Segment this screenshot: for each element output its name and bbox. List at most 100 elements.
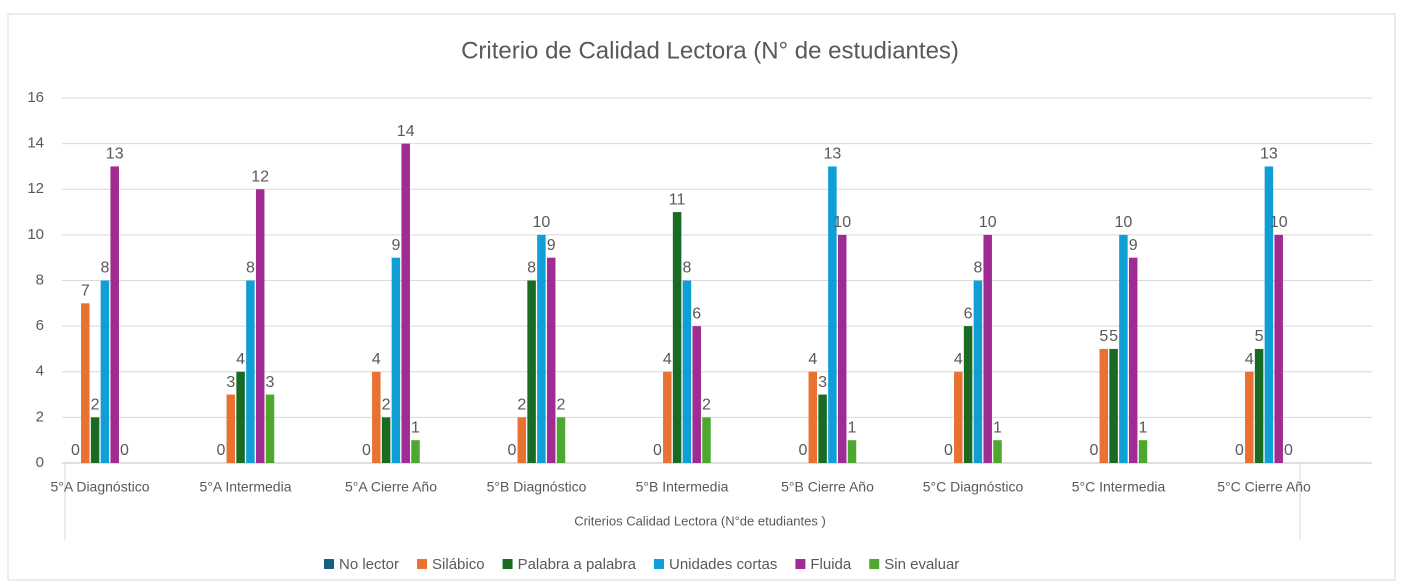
- bar: [265, 394, 275, 463]
- bar: [847, 440, 857, 463]
- y-tick-label: 12: [27, 180, 44, 197]
- data-label: 9: [1129, 237, 1138, 254]
- bar: [828, 166, 837, 463]
- data-label: 0: [508, 442, 517, 459]
- data-label: 2: [702, 397, 711, 414]
- bar: [983, 234, 992, 463]
- x-tick-label: 5°A Intermedia: [200, 479, 292, 495]
- data-label: 3: [266, 374, 275, 391]
- data-label: 0: [1284, 442, 1293, 459]
- bar: [100, 280, 110, 463]
- legend-swatch: [324, 559, 334, 569]
- bar: [255, 189, 265, 463]
- data-label: 2: [91, 397, 100, 414]
- data-label: 5: [1255, 328, 1264, 345]
- legend-label: Sin evaluar: [884, 556, 959, 573]
- bar: [702, 417, 711, 463]
- bar: [963, 326, 973, 463]
- x-axis-title: Criterios Calidad Lectora (N°de etudiant…: [574, 513, 826, 528]
- data-label: 8: [973, 260, 982, 277]
- y-tick-label: 14: [27, 135, 44, 152]
- bar: [1099, 348, 1109, 463]
- bar: [692, 326, 701, 463]
- data-label: 4: [1245, 351, 1254, 368]
- bar: [1254, 348, 1264, 463]
- x-tick-label: 5°B Intermedia: [636, 479, 729, 495]
- data-label: 9: [391, 237, 400, 254]
- data-label: 7: [81, 283, 90, 300]
- bar: [818, 394, 827, 463]
- bar: [246, 280, 255, 463]
- data-label: 0: [1235, 442, 1244, 459]
- data-label: 2: [557, 397, 566, 414]
- data-label: 8: [246, 260, 255, 277]
- data-label: 13: [106, 146, 124, 163]
- data-label: 4: [372, 351, 381, 368]
- data-label: 13: [824, 146, 842, 163]
- bar: [90, 417, 100, 463]
- data-label: 2: [382, 397, 391, 414]
- data-label: 3: [226, 374, 235, 391]
- data-label: 0: [362, 442, 371, 459]
- legend-swatch: [417, 559, 428, 569]
- bar: [682, 280, 692, 463]
- data-label: 1: [993, 419, 1002, 436]
- data-label: 13: [1260, 146, 1278, 163]
- data-label: 10: [833, 214, 851, 231]
- data-label: 8: [527, 260, 536, 277]
- bar: [663, 371, 672, 463]
- x-tick-label: 5°A Cierre Año: [345, 479, 437, 495]
- bar: [1138, 440, 1148, 463]
- bar: [1109, 348, 1118, 463]
- bar: [391, 257, 401, 463]
- data-label: 0: [1090, 442, 1099, 459]
- data-label: 0: [217, 442, 226, 459]
- chart-title: Criterio de Calidad Lectora (N° de estud…: [461, 37, 959, 64]
- bar: [537, 234, 546, 463]
- bar: [236, 371, 245, 463]
- bar: [110, 166, 119, 463]
- bar: [517, 417, 527, 463]
- data-label: 4: [236, 351, 245, 368]
- y-tick-label: 10: [27, 226, 44, 243]
- x-tick-label: 5°B Cierre Año: [781, 479, 874, 495]
- data-label: 3: [818, 374, 827, 391]
- x-tick-label: 5°A Diagnóstico: [51, 479, 150, 495]
- data-label: 5: [1109, 328, 1118, 345]
- y-tick-label: 8: [36, 271, 44, 288]
- data-label: 8: [100, 260, 109, 277]
- x-tick-label: 5°C Cierre Año: [1217, 479, 1311, 495]
- data-label: 4: [954, 351, 963, 368]
- legend-swatch: [869, 559, 880, 569]
- x-tick-label: 5°C Diagnóstico: [923, 479, 1024, 495]
- bar: [401, 143, 410, 463]
- bar: [411, 440, 420, 463]
- x-tick-label: 5°B Diagnóstico: [487, 479, 587, 495]
- x-tick-label: 5°C Intermedia: [1072, 479, 1166, 495]
- legend-label: Palabra a palabra: [518, 556, 637, 573]
- bar: [556, 417, 566, 463]
- legend-label: Fluida: [810, 556, 852, 573]
- bar: [527, 280, 536, 463]
- bar: [837, 234, 847, 463]
- data-label: 1: [411, 419, 420, 436]
- bar: [372, 371, 381, 463]
- data-label: 9: [547, 237, 556, 254]
- bar: [226, 394, 236, 463]
- data-label: 10: [533, 214, 551, 231]
- legend-swatch: [653, 559, 664, 569]
- bar: [381, 417, 391, 463]
- bar: [993, 440, 1002, 463]
- data-label: 0: [71, 442, 80, 459]
- data-label: 0: [944, 442, 953, 459]
- bar: [1128, 257, 1138, 463]
- y-tick-label: 6: [36, 317, 44, 334]
- legend-label: Unidades cortas: [669, 556, 777, 573]
- bar: [1245, 371, 1254, 463]
- data-label: 10: [1270, 214, 1288, 231]
- y-tick-label: 16: [27, 89, 44, 106]
- legend-label: No lector: [339, 556, 399, 573]
- data-label: 6: [964, 305, 973, 322]
- y-tick-label: 0: [36, 454, 44, 471]
- chart-border: [7, 13, 1396, 581]
